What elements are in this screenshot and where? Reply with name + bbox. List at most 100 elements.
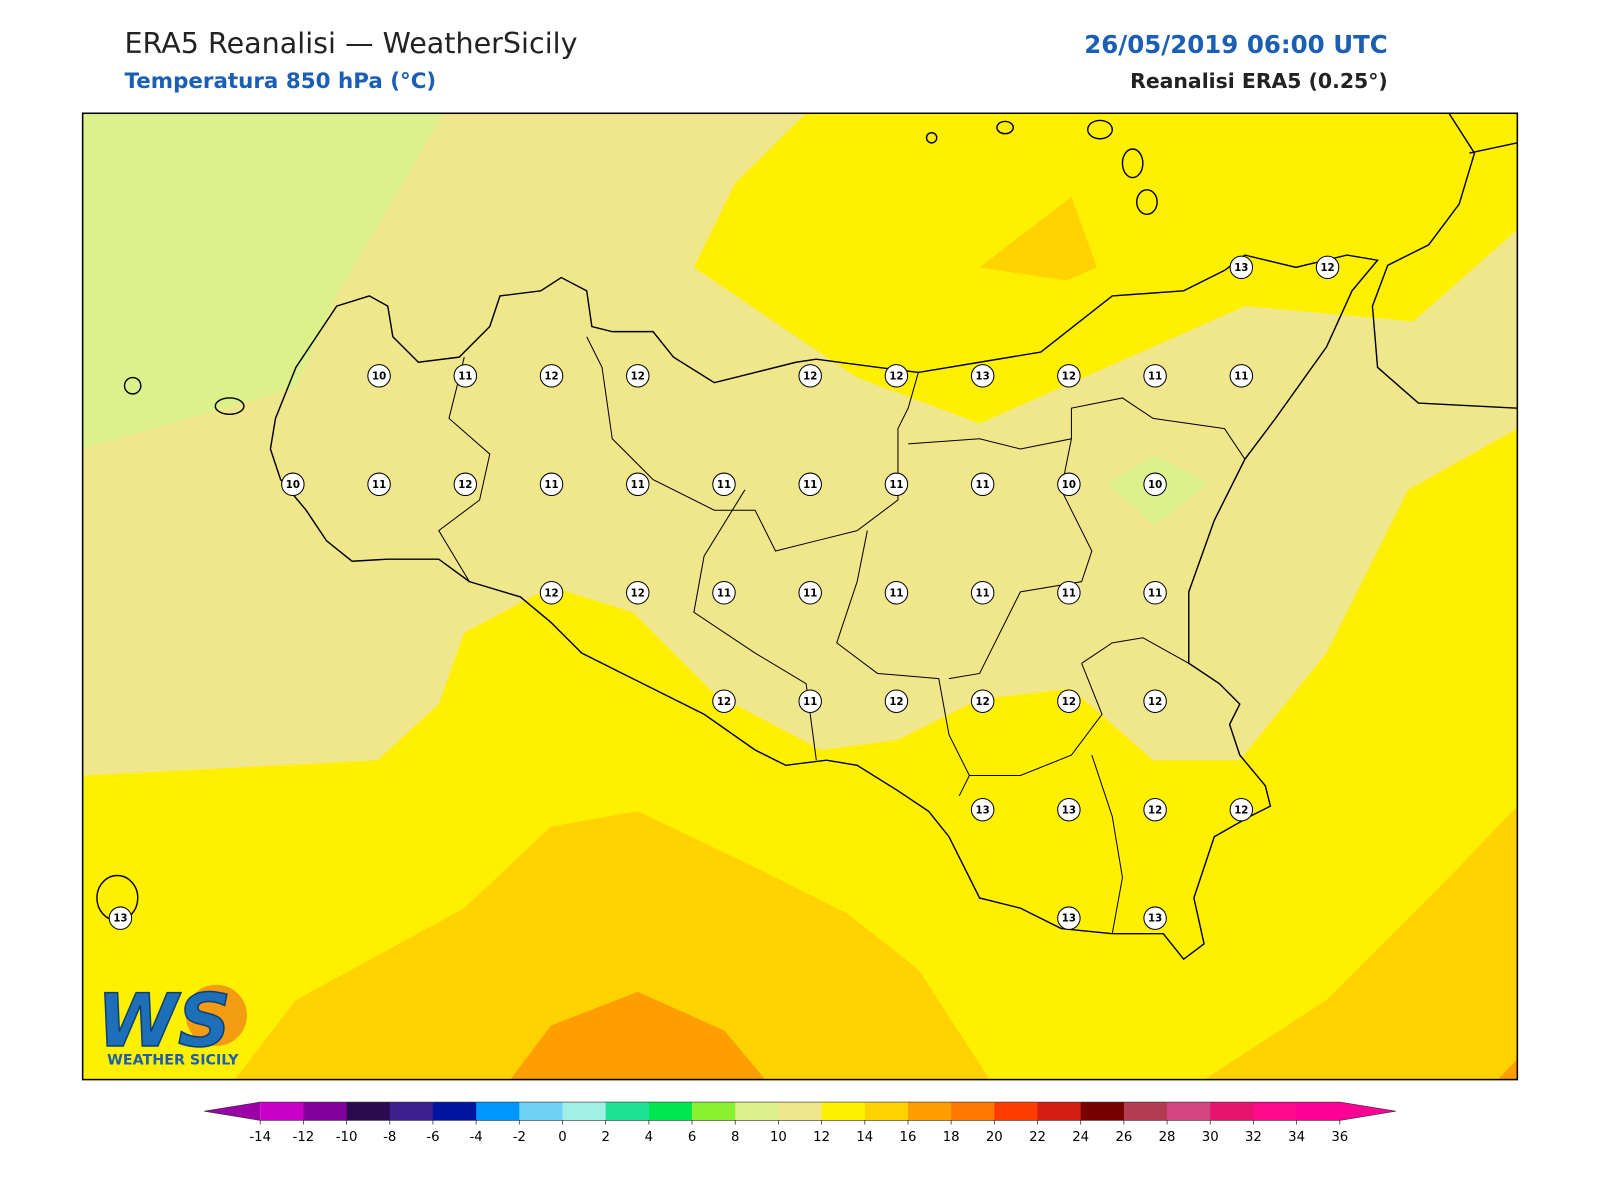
island	[925, 131, 938, 144]
datetime: 26/05/2019 06:00 UTC	[1084, 30, 1388, 59]
station-value: 11	[889, 480, 903, 491]
colorbar-tick-label: 22	[1029, 1130, 1046, 1145]
colorbar-segment	[692, 1102, 736, 1121]
colorbar-tick-label: -2	[513, 1130, 526, 1145]
station-value: 11	[372, 480, 386, 491]
station-marker	[798, 364, 822, 388]
station-value: 13	[1062, 914, 1076, 925]
station-marker	[1143, 906, 1167, 930]
station-value: 11	[803, 697, 817, 708]
station-value: 10	[372, 371, 386, 382]
source: Reanalisi ERA5 (0.25°)	[1130, 69, 1388, 93]
band-16-18	[1497, 1059, 1518, 1080]
colorbar-tick-label: 36	[1331, 1130, 1348, 1145]
colorbar-tick-label: 32	[1245, 1130, 1262, 1145]
station-value: 11	[1148, 371, 1162, 382]
station-marker	[970, 364, 995, 388]
colorbar-over	[1339, 1102, 1396, 1121]
station-marker	[1143, 472, 1167, 497]
station-value: 12	[631, 588, 645, 599]
station-marker	[1057, 581, 1081, 605]
station-value: 11	[976, 480, 990, 491]
station-marker	[970, 797, 995, 822]
station-marker	[798, 689, 822, 713]
island	[1121, 148, 1144, 179]
station-value: 12	[889, 697, 903, 708]
station-marker	[1143, 364, 1167, 388]
colorbar-tick-label: 18	[943, 1130, 960, 1145]
colorbar: -14 -12 -10 -8 -6 -4 -2 0 2 4 6 8 10 12 14 16 18 20 22 24 26…	[204, 1101, 1396, 1145]
station-value: 12	[1320, 263, 1334, 274]
colorbar-segment	[994, 1102, 1039, 1121]
station-value: 11	[717, 588, 731, 599]
station-marker	[108, 906, 133, 930]
station-value: 12	[1234, 805, 1248, 816]
colorbar-segment	[864, 1102, 909, 1121]
station-value: 11	[1234, 371, 1248, 382]
station-value: 12	[1148, 805, 1162, 816]
island	[1087, 119, 1113, 140]
colorbar-tick-label: 14	[856, 1130, 873, 1145]
colorbar-tick-label: -8	[383, 1130, 396, 1145]
colorbar-segment	[1296, 1102, 1341, 1121]
station-marker	[712, 689, 736, 713]
station-value: 11	[1062, 588, 1076, 599]
colorbar-tick-label: 0	[558, 1130, 566, 1145]
band-16-18	[510, 991, 766, 1080]
colorbar-segment	[260, 1102, 304, 1121]
station-value: 11	[631, 480, 645, 491]
colorbar-segment	[951, 1102, 995, 1121]
station-marker	[970, 581, 995, 605]
station-marker	[1057, 797, 1081, 822]
colorbar-segment	[303, 1102, 348, 1121]
station-value: 11	[889, 588, 903, 599]
station-value: 12	[717, 697, 731, 708]
colorbar-segment	[735, 1102, 779, 1121]
station-marker	[884, 472, 909, 497]
station-marker	[1057, 472, 1081, 497]
logo: WS WEATHER SICILY	[96, 978, 247, 1068]
station-marker	[1057, 906, 1081, 930]
colorbar-tick-label: 2	[601, 1130, 609, 1145]
coastline	[269, 254, 1379, 961]
colorbar-tick-label: 8	[731, 1130, 739, 1145]
station-marker	[970, 472, 995, 497]
station-value: 13	[1234, 263, 1248, 274]
station-value: 12	[458, 480, 472, 491]
station-marker	[798, 472, 822, 497]
station-value: 12	[1062, 697, 1076, 708]
band-14-16	[1204, 806, 1518, 1080]
station-value: 11	[1148, 588, 1162, 599]
logo-sun	[185, 984, 247, 1046]
station-marker	[1143, 689, 1167, 713]
colorbar-segment	[1080, 1102, 1125, 1121]
colorbar-segment	[1037, 1102, 1082, 1121]
colorbar-segment	[648, 1102, 693, 1121]
station-marker	[884, 581, 909, 605]
station-value: 11	[717, 480, 731, 491]
colorbar-tick-label: -12	[293, 1130, 315, 1145]
colorbar-tick-label: 10	[770, 1130, 787, 1145]
station-value: 10	[286, 480, 300, 491]
colorbar-segment	[476, 1102, 520, 1121]
island	[123, 376, 142, 395]
colorbar-tick-label: 30	[1202, 1130, 1219, 1145]
station-marker	[367, 364, 391, 388]
station-value: 13	[976, 805, 990, 816]
station-value: 12	[1148, 697, 1162, 708]
station-marker	[1057, 689, 1081, 713]
colorbar-segment	[389, 1102, 434, 1121]
colorbar-tick-label: 28	[1159, 1130, 1176, 1145]
colorbar-segment	[1210, 1102, 1254, 1121]
station-value: 10	[1062, 480, 1076, 491]
logo-mark: WS	[97, 979, 231, 1064]
station-marker	[884, 364, 909, 388]
station-marker	[970, 689, 995, 713]
colorbar-segment	[1253, 1102, 1298, 1121]
station-marker	[281, 472, 305, 497]
colorbar-segment	[432, 1102, 477, 1121]
station-value: 12	[976, 697, 990, 708]
island	[996, 120, 1014, 135]
